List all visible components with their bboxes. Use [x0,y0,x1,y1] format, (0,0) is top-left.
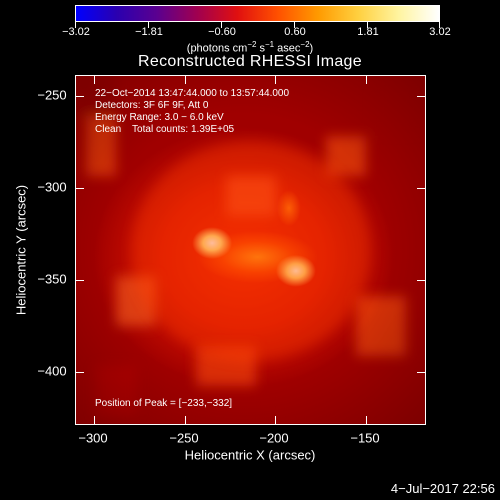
x-tick-mark [94,76,95,84]
units-part: asec [274,42,301,55]
x-tick-mark [185,76,186,84]
x-tick-mark [366,416,367,424]
colorbar-tick [75,22,76,28]
colorbar [75,5,440,22]
plot-timestamp: 4−Jul−2017 22:56 [390,481,495,496]
colorbar-tick [439,22,440,28]
colorbar-tick-label: −0.60 [208,26,236,38]
x-tick-mark [185,416,186,424]
units-exponent: −1 [265,40,275,49]
y-tick-label: −400 [37,363,67,379]
energy-range: Energy Range: 3.0 − 6.0 keV [95,112,224,123]
units-suffix: ) [309,42,314,55]
colorbar-tick [367,22,368,28]
colorbar-units: (photons cm−2 s−1 asec−2) [0,40,500,55]
y-tick-mark [417,372,425,373]
clean-counts: Clean Total counts: 1.39E+05 [95,124,235,135]
y-tick-mark [76,96,84,97]
y-tick-label: −350 [37,271,67,287]
image-texture [76,76,421,416]
y-tick-mark [417,96,425,97]
colorbar-tick [294,22,295,28]
plot-title: Reconstructed RHESSI Image [138,53,362,70]
colorbar-tick-label: −1.81 [135,26,163,38]
colorbar-tick-label: 3.02 [429,26,451,38]
image-vignette [76,76,425,424]
x-tick-label: −300 [78,430,108,446]
x-tick-label: −250 [169,430,199,446]
rhessi-image: 22−Oct−2014 13:47:44.000 to 13:57:44.000… [75,75,426,425]
x-tick-label: −150 [350,430,380,446]
x-tick-label: −200 [259,430,289,446]
units-exponent: −2 [247,40,257,49]
x-tick-mark [275,76,276,84]
peak-position: Position of Peak = [−233,−332] [95,398,233,409]
y-tick-label: −300 [37,179,67,195]
x-tick-mark [94,416,95,424]
colorbar-tick-label: 1.81 [357,26,379,38]
colorbar-tick [148,22,149,28]
y-tick-mark [417,188,425,189]
y-tick-mark [76,188,84,189]
x-axis-title: Heliocentric X (arcsec) [184,447,316,463]
colorbar-ticks [75,22,440,28]
x-tick-mark [275,416,276,424]
y-tick-mark [417,280,425,281]
y-tick-mark [76,280,84,281]
units-part: s [256,42,265,55]
colorbar-tick-label: 0.60 [284,26,306,38]
y-tick-label: −250 [37,87,67,103]
observation-time: 22−Oct−2014 13:47:44.000 to 13:57:44.000 [95,88,290,99]
units-exponent: −2 [300,40,310,49]
x-tick-mark [366,76,367,84]
colorbar-tick-label: −3.02 [62,26,90,38]
y-tick-mark [76,372,84,373]
colorbar-tick [221,22,222,28]
detectors-info: Detectors: 3F 6F 9F, Att 0 [95,100,209,111]
y-axis-title: Heliocentric Y (arcsec) [13,184,29,316]
units-prefix: (photons cm [186,42,248,55]
